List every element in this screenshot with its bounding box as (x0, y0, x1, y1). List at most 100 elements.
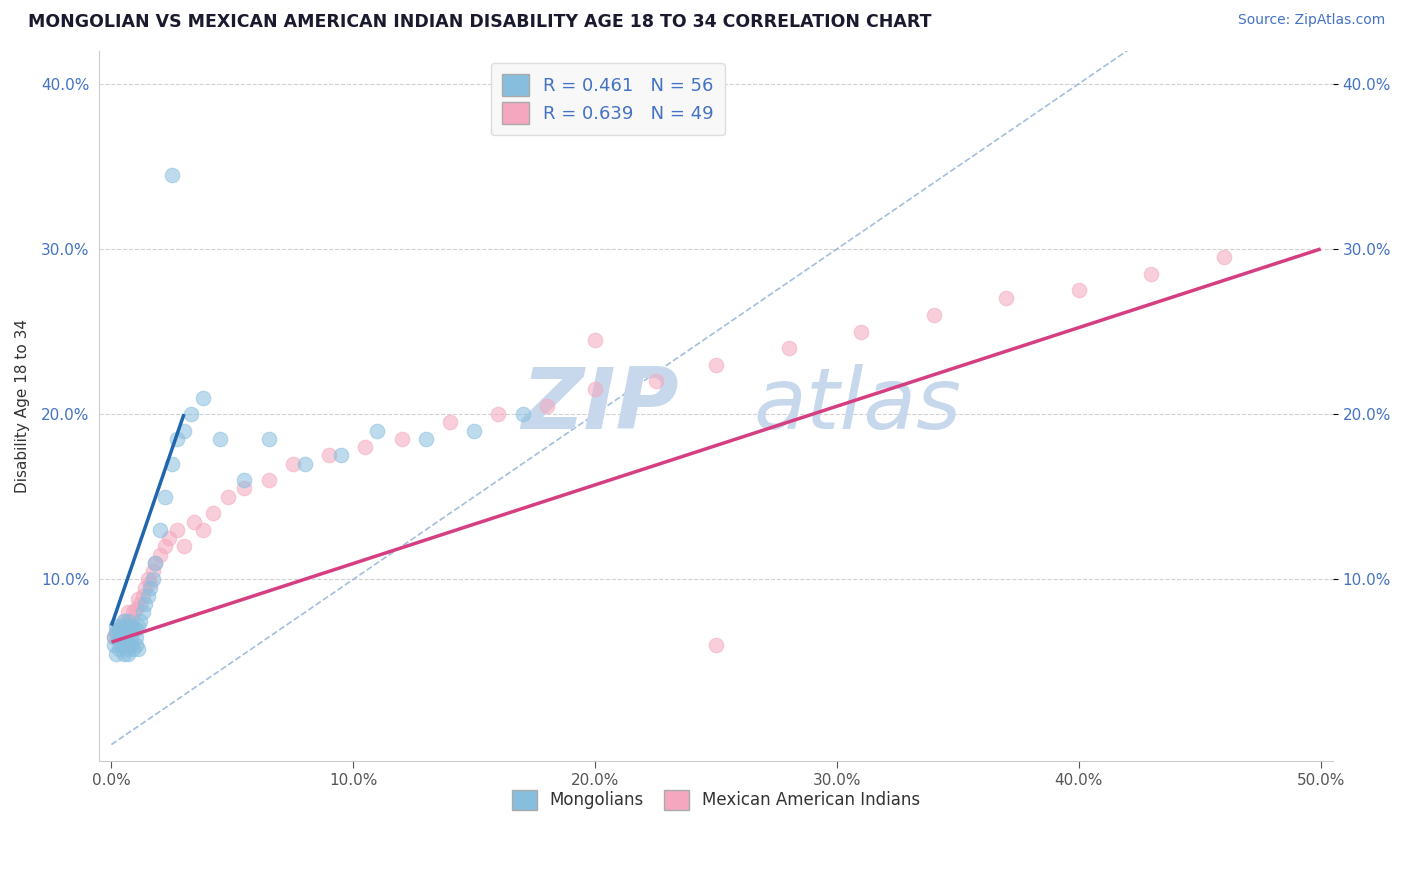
Point (134, 581, 156, 595)
Point (366, 424, 388, 438)
Point (115, 622, 138, 636)
Point (103, 630, 125, 644)
Point (107, 641, 129, 656)
Legend: Mongolians, Mexican American Indians: Mongolians, Mexican American Indians (505, 783, 927, 817)
Point (110, 639, 132, 653)
Point (139, 575, 162, 590)
Point (127, 641, 149, 656)
Point (193, 523, 215, 537)
Point (644, 374, 666, 388)
Point (112, 625, 135, 640)
Point (136, 589, 159, 603)
Point (120, 614, 142, 628)
Point (704, 639, 727, 653)
Point (512, 407, 534, 421)
Point (107, 622, 129, 636)
Point (112, 614, 135, 628)
Point (209, 432, 232, 446)
Point (583, 382, 606, 396)
Point (112, 625, 135, 640)
Point (173, 424, 195, 438)
Text: Source: ZipAtlas.com: Source: ZipAtlas.com (1237, 13, 1385, 28)
Point (486, 407, 509, 421)
Point (115, 630, 138, 644)
Point (122, 606, 145, 620)
Point (120, 639, 142, 653)
Point (129, 597, 152, 611)
Point (124, 622, 146, 636)
Point (105, 618, 128, 632)
Point (122, 641, 145, 656)
Point (153, 539, 176, 553)
Point (183, 515, 205, 529)
Point (110, 618, 132, 632)
Point (160, 168, 183, 182)
Point (294, 457, 316, 471)
Point (143, 556, 166, 570)
Point (132, 589, 155, 603)
Point (330, 449, 353, 463)
Point (124, 639, 146, 653)
Point (778, 341, 800, 355)
Point (110, 630, 132, 644)
Point (124, 602, 146, 616)
Point (117, 606, 139, 620)
Point (318, 449, 340, 463)
Point (536, 399, 558, 413)
Point (143, 556, 166, 570)
Point (103, 639, 125, 653)
Point (103, 630, 125, 644)
Point (159, 531, 181, 545)
Point (129, 614, 152, 628)
Point (149, 523, 172, 537)
Point (115, 641, 138, 656)
Point (1067, 283, 1090, 297)
Point (166, 432, 188, 446)
Text: ZIP: ZIP (522, 364, 679, 448)
Point (136, 572, 159, 586)
Point (141, 572, 163, 586)
Point (391, 432, 413, 446)
Point (105, 625, 128, 640)
Point (922, 308, 945, 322)
Point (166, 523, 188, 537)
Point (257, 473, 280, 487)
Point (201, 506, 224, 520)
Point (281, 457, 304, 471)
Point (141, 564, 163, 578)
Point (257, 432, 280, 446)
Point (117, 647, 139, 661)
Point (112, 639, 135, 653)
Point (233, 482, 256, 496)
Point (122, 622, 145, 636)
Y-axis label: Disability Age 18 to 34: Disability Age 18 to 34 (15, 318, 30, 493)
Point (415, 432, 437, 446)
Point (233, 473, 256, 487)
Point (463, 424, 485, 438)
Point (160, 457, 183, 471)
Point (134, 597, 156, 611)
Point (193, 391, 215, 405)
Point (110, 630, 132, 644)
Point (1140, 267, 1163, 281)
Point (217, 490, 239, 504)
Point (117, 639, 139, 653)
Point (115, 618, 138, 632)
Point (149, 548, 172, 562)
Point (120, 630, 142, 644)
Point (995, 292, 1018, 306)
Point (105, 625, 128, 640)
Point (127, 592, 149, 607)
Point (107, 630, 129, 644)
Point (112, 614, 135, 628)
Point (849, 325, 872, 339)
Point (173, 539, 195, 553)
Point (180, 407, 202, 421)
Point (132, 606, 155, 620)
Point (153, 490, 176, 504)
Text: atlas: atlas (754, 364, 962, 448)
Point (105, 647, 128, 661)
Point (107, 622, 129, 636)
Point (120, 618, 142, 632)
Point (112, 647, 135, 661)
